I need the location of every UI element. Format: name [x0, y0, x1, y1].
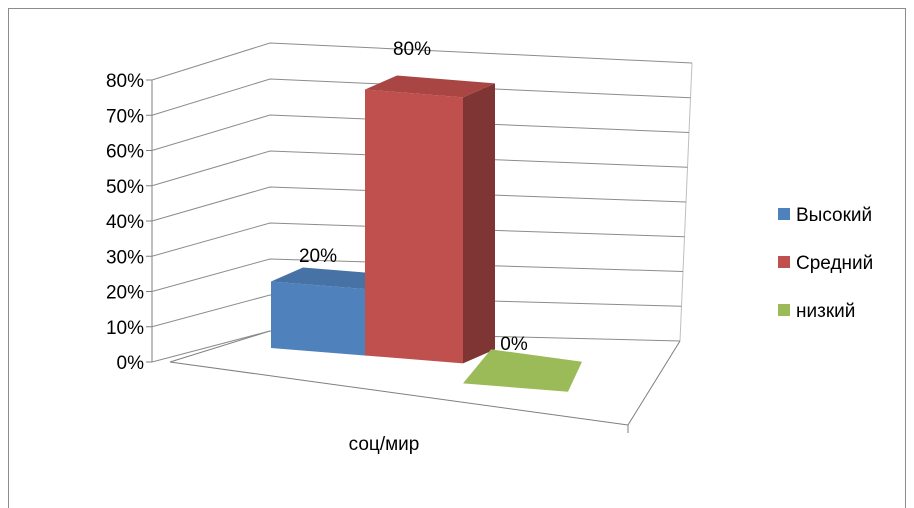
bar-2 [365, 75, 495, 364]
bar-front-face [365, 89, 463, 364]
legend-swatch [778, 256, 790, 268]
bar-front-face [271, 281, 366, 356]
gridline [151, 258, 684, 292]
data-label: 20% [299, 246, 337, 267]
y-tick-label: 70% [106, 106, 144, 127]
y-tick-label: 80% [106, 71, 144, 92]
legend: Высокий Средний низкий [778, 205, 873, 322]
legend-item: Высокий [778, 205, 872, 226]
legend-label: низкий [796, 301, 855, 322]
bar-3 [463, 349, 582, 392]
floor-left-edge [169, 330, 271, 363]
floor-front-edge [169, 361, 629, 426]
y-tick-label: 20% [106, 283, 144, 304]
legend-swatch [778, 208, 790, 220]
data-label: 80% [393, 39, 431, 60]
y-tick-label: 0% [117, 353, 145, 374]
gridline [151, 78, 691, 116]
gridline [151, 114, 690, 151]
legend-item: Средний [778, 253, 873, 274]
gridline [151, 186, 687, 222]
legend-label: Высокий [796, 205, 872, 226]
gridline [151, 330, 681, 363]
gridline [151, 150, 688, 187]
legend-swatch [778, 304, 790, 316]
gridline [151, 42, 693, 81]
legend-item: низкий [778, 301, 855, 322]
legend-label: Средний [796, 253, 873, 274]
y-tick-label: 60% [106, 142, 144, 163]
y-tick-label: 10% [106, 318, 144, 339]
data-label: 0% [500, 334, 528, 355]
gridline [151, 222, 685, 257]
y-axis-ticks: 0% 10% 20% 30% 40% 50% 60% 70% 80% [106, 71, 144, 374]
data-labels: 20% 80% 0% [299, 39, 528, 355]
bars [271, 75, 582, 392]
category-label: соц/мир [349, 434, 420, 455]
y-tick-label: 30% [106, 247, 144, 268]
gridlines [146, 42, 693, 363]
y-tick-label: 50% [106, 177, 144, 198]
gridline [151, 294, 682, 328]
y-tick-label: 40% [106, 212, 144, 233]
bar-top-face [365, 75, 495, 98]
bar-side-face [463, 83, 495, 364]
bar-flat-top [463, 349, 582, 392]
floor-right-edge [627, 340, 681, 426]
